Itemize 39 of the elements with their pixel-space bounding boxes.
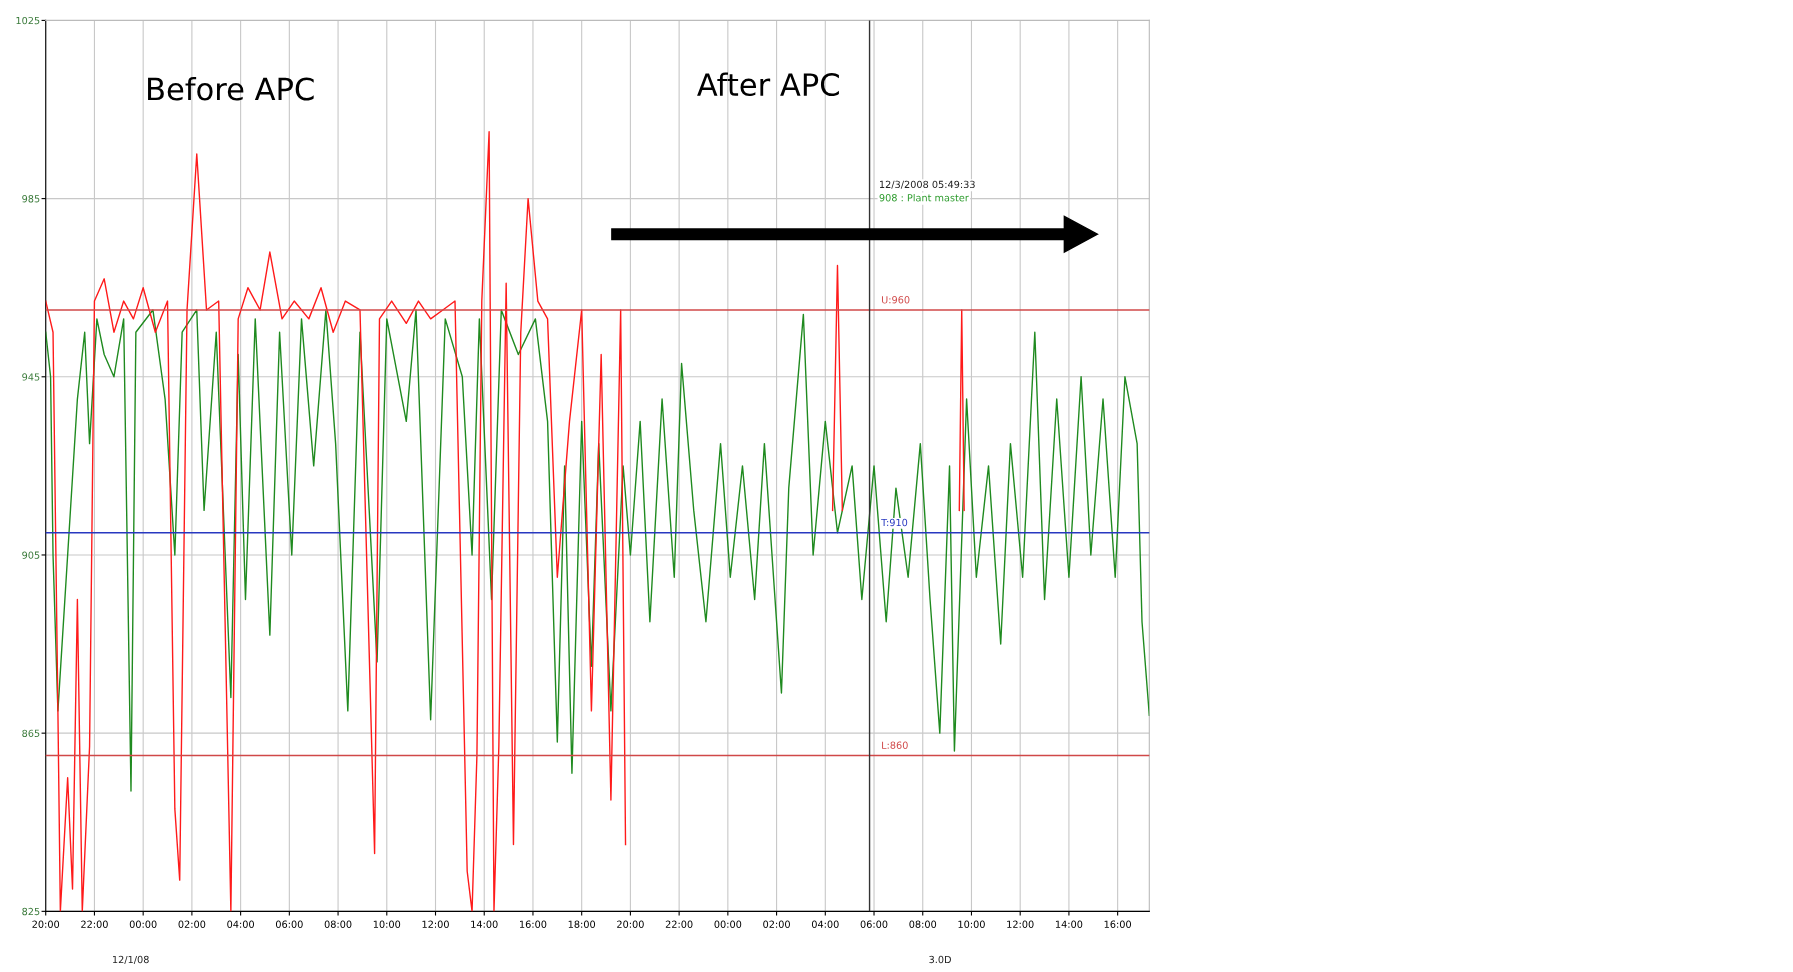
annotation: 12/3/2008 05:49:33 — [880, 180, 975, 189]
y-tick-label: 985 — [22, 195, 40, 203]
x-tick-label: 08:00 — [324, 920, 352, 928]
annotation: After APC — [697, 72, 839, 97]
x-tick-label: 12:00 — [422, 920, 449, 928]
x-tick-label: 20:00 — [32, 920, 60, 928]
x-tick-label: 00:00 — [129, 920, 157, 928]
x-tick-label: 14:00 — [471, 920, 498, 928]
y-tick-label: 825 — [22, 907, 40, 916]
ref-line-label: T:910 — [881, 518, 908, 527]
x-tick-label: 14:00 — [1055, 920, 1083, 928]
x-tick-label: 04:00 — [227, 920, 254, 928]
x-tick-label: 06:00 — [860, 920, 888, 928]
y-tick-label: 1025 — [16, 16, 40, 25]
text: 12/1/08 — [113, 955, 149, 964]
x-tick-label: 02:00 — [178, 920, 206, 928]
line-series — [45, 309, 1150, 792]
x-tick-label: 10:00 — [373, 920, 401, 928]
annotation: 908 : Plant master — [879, 193, 969, 202]
x-tick-label: 02:00 — [763, 920, 790, 928]
x-tick-label: 12:00 — [1007, 920, 1034, 928]
x-tick-label: 06:00 — [275, 920, 303, 928]
x-tick-label: 20:00 — [617, 920, 644, 928]
x-tick-label: 22:00 — [81, 920, 108, 928]
x-tick-label: 00:00 — [714, 920, 742, 928]
annotation: Before APC — [148, 76, 314, 101]
ref-line-label: L:860 — [882, 741, 908, 749]
x-tick-label: 04:00 — [811, 920, 839, 928]
x-tick-label: 18:00 — [568, 920, 596, 928]
x-tick-label: 16:00 — [1104, 920, 1132, 928]
x-tick-label: 16:00 — [520, 920, 547, 928]
y-tick-label: 905 — [22, 551, 40, 559]
x-tick-label: 08:00 — [909, 920, 937, 928]
y-tick-label: 865 — [22, 729, 40, 737]
x-tick-label: 10:00 — [958, 920, 985, 928]
x-tick-label: 22:00 — [665, 920, 693, 928]
y-tick-label: 945 — [22, 373, 40, 381]
text: 3.0D — [929, 955, 951, 964]
ref-line-label: U:960 — [881, 296, 910, 304]
